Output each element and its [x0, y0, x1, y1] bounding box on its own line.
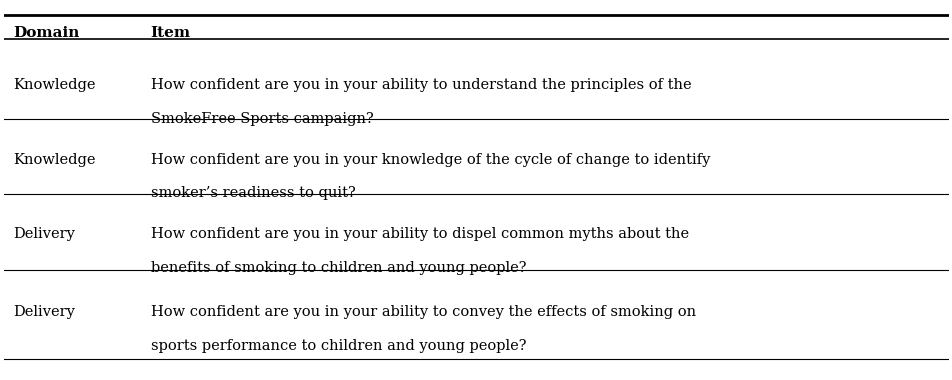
Text: How confident are you in your ability to dispel common myths about the: How confident are you in your ability to…	[150, 227, 688, 241]
Text: Delivery: Delivery	[13, 305, 75, 319]
Text: smoker’s readiness to quit?: smoker’s readiness to quit?	[150, 186, 355, 200]
Text: benefits of smoking to children and young people?: benefits of smoking to children and youn…	[150, 261, 526, 275]
Text: Knowledge: Knowledge	[13, 153, 96, 167]
Text: Knowledge: Knowledge	[13, 79, 96, 92]
Text: Item: Item	[150, 27, 190, 40]
Text: sports performance to children and young people?: sports performance to children and young…	[150, 339, 526, 353]
Text: SmokeFree Sports campaign?: SmokeFree Sports campaign?	[150, 112, 373, 126]
Text: Delivery: Delivery	[13, 227, 75, 241]
Text: Domain: Domain	[13, 27, 80, 40]
Text: How confident are you in your ability to understand the principles of the: How confident are you in your ability to…	[150, 79, 690, 92]
Text: How confident are you in your knowledge of the cycle of change to identify: How confident are you in your knowledge …	[150, 153, 709, 167]
Text: How confident are you in your ability to convey the effects of smoking on: How confident are you in your ability to…	[150, 305, 695, 319]
